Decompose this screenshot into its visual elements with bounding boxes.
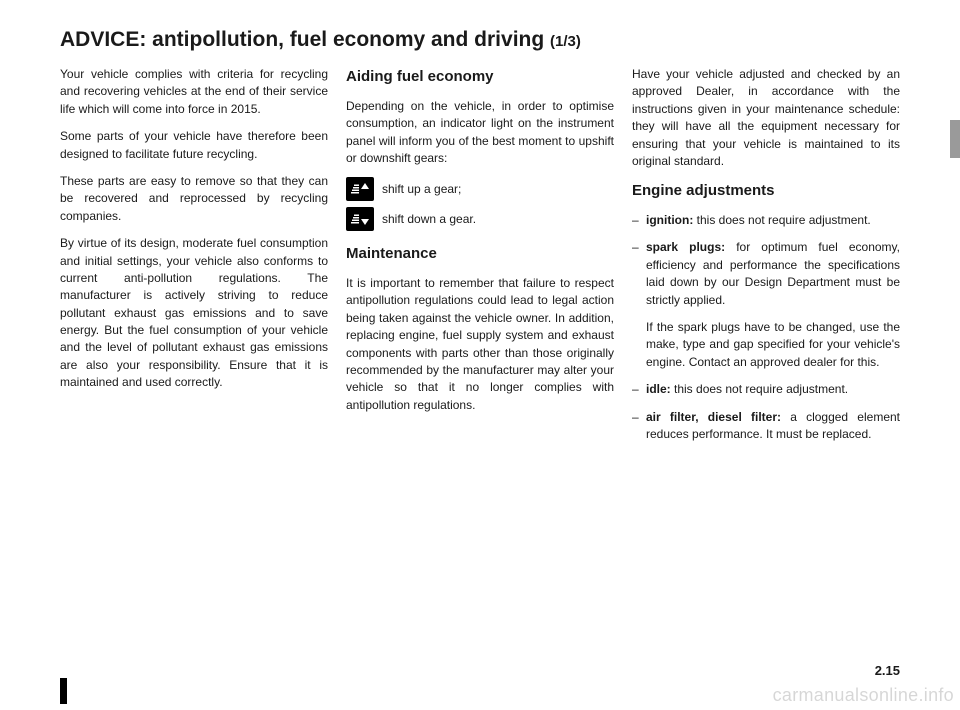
list-item: idle: this does not require adjustment. xyxy=(632,381,900,398)
page-title-suffix: (1/3) xyxy=(550,33,581,50)
heading-maintenance: Maintenance xyxy=(346,243,614,265)
li-ignition-text: this does not require adjustment. xyxy=(693,213,870,227)
list-item: spark plugs: for optimum fuel economy, e… xyxy=(632,239,900,309)
column-1: Your vehicle complies with criteria for … xyxy=(60,66,328,453)
col2-p2: It is important to remember that failure… xyxy=(346,275,614,414)
page-number: 2.15 xyxy=(875,663,900,678)
shift-up-row: shift up a gear; xyxy=(346,177,614,201)
col2-p1: Depending on the vehicle, in order to op… xyxy=(346,98,614,168)
col1-p3: These parts are easy to remove so that t… xyxy=(60,173,328,225)
manual-page: ADVICE: antipollution, fuel economy and … xyxy=(0,0,960,710)
li-ignition-label: ignition: xyxy=(646,213,693,227)
shift-down-icon xyxy=(346,207,374,231)
list-item: air filter, diesel filter: a clogged ele… xyxy=(632,409,900,444)
col1-p2: Some parts of your vehicle have therefor… xyxy=(60,128,328,163)
column-2: Aiding fuel economy Depending on the veh… xyxy=(346,66,614,453)
heading-engine-adjustments: Engine adjustments xyxy=(632,180,900,202)
li-airfilter-label: air filter, diesel filter: xyxy=(646,410,781,424)
shift-up-icon xyxy=(346,177,374,201)
col1-p4: By virtue of its design, moderate fuel c… xyxy=(60,235,328,392)
engine-adjustments-list: ignition: this does not require adjustme… xyxy=(632,212,900,309)
column-3: Have your vehicle adjusted and checked b… xyxy=(632,66,900,453)
heading-fuel-economy: Aiding fuel economy xyxy=(346,66,614,88)
watermark: carmanualsonline.info xyxy=(773,685,954,706)
content-columns: Your vehicle complies with criteria for … xyxy=(60,66,900,453)
list-item: ignition: this does not require adjustme… xyxy=(632,212,900,229)
shift-down-label: shift down a gear. xyxy=(382,211,476,228)
li-sparkplugs-label: spark plugs: xyxy=(646,240,725,254)
col1-p1: Your vehicle complies with criteria for … xyxy=(60,66,328,118)
shift-down-row: shift down a gear. xyxy=(346,207,614,231)
li-idle-label: idle: xyxy=(646,382,671,396)
engine-adjustments-list-2: idle: this does not require adjustment. … xyxy=(632,381,900,443)
footer-mark xyxy=(60,678,67,704)
li-idle-text: this does not require adjustment. xyxy=(671,382,848,396)
col3-p1: Have your vehicle adjusted and checked b… xyxy=(632,66,900,170)
li-sparkplugs-extra: If the spark plugs have to be changed, u… xyxy=(632,319,900,371)
page-title-row: ADVICE: antipollution, fuel economy and … xyxy=(60,28,900,52)
shift-up-label: shift up a gear; xyxy=(382,181,461,198)
page-title: ADVICE: antipollution, fuel economy and … xyxy=(60,28,550,51)
section-tab xyxy=(950,120,960,158)
